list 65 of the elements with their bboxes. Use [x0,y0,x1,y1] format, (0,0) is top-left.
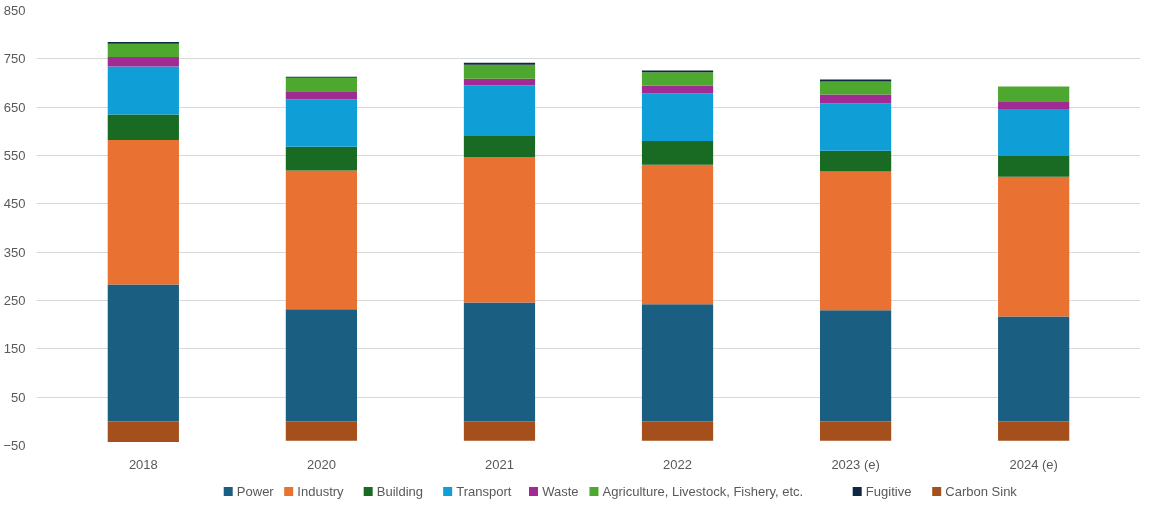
bar [819,310,892,422]
bar [107,421,179,443]
bar [107,284,179,422]
bar [998,101,1070,110]
bar [285,77,358,92]
legend-label: Fugitive [865,484,912,499]
y-tick-label: 350 [3,244,26,260]
bar [998,176,1070,317]
bar [285,421,358,441]
bar [641,421,714,441]
y-tick-label: 50 [11,389,26,405]
bar [819,81,892,95]
bar [819,94,892,104]
bar [107,43,179,57]
y-tick-label: 150 [3,341,26,357]
legend-label: Waste [542,484,579,499]
bar [285,99,358,147]
bar [463,421,536,441]
legend-label: Agriculture, Livestock, Fishery, etc. [602,484,804,499]
bar [819,103,892,151]
bar [819,421,892,441]
bar [998,316,1070,422]
bar [463,85,536,136]
bar [819,150,892,172]
bar [463,64,536,79]
x-tick-label: 2021 [485,456,514,472]
bar [641,141,714,165]
bar [107,66,179,115]
x-tick-label: 2022 [663,456,692,472]
legend-label: Transport [456,484,512,499]
bar [998,109,1070,156]
bar [998,86,1070,102]
bar [463,156,536,303]
bar [285,146,358,171]
y-tick-label: 450 [3,196,26,212]
bar [463,302,536,422]
bar [285,91,358,100]
bar [285,309,358,422]
y-tick-label: 550 [3,148,26,163]
bar [463,135,536,157]
bar [641,304,714,422]
y-tick-label: 250 [3,293,26,308]
y-tick-label: 850 [3,3,26,18]
legend-label: Power [236,484,275,499]
legend-label: Carbon Sink [945,484,1018,499]
y-tick-label: 750 [3,51,26,67]
x-tick-label: 2020 [306,456,336,472]
bar [819,171,892,311]
bar [641,85,714,94]
legend-label: Industry [297,484,345,499]
bar [641,164,714,305]
bar [641,93,714,141]
x-tick-label: 2018 [128,456,158,472]
legend-label: Building [376,484,424,499]
x-tick-label: 2023 (e) [831,456,880,472]
bar [107,114,179,141]
x-tick-label: 2024 (e) [1009,456,1058,472]
bar [285,170,358,310]
bar [107,56,179,67]
bar [998,421,1070,441]
y-tick-label: 650 [3,99,26,115]
bar [641,72,714,86]
y-tick-label: −50 [3,438,26,453]
bar [107,140,179,285]
bar [998,155,1070,177]
